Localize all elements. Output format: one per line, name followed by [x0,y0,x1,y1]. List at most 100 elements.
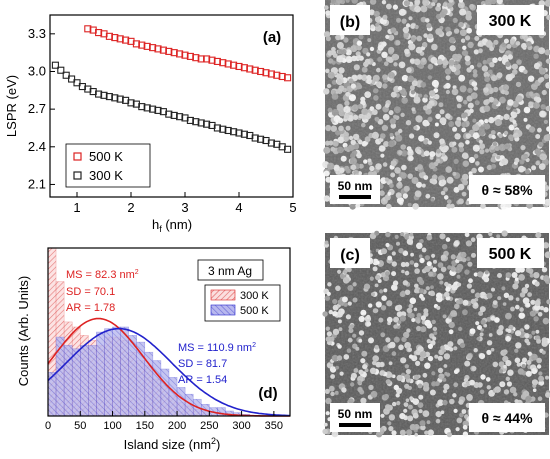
point-500k [219,59,227,67]
point-500k [235,62,243,71]
point-500k [278,72,286,81]
legend-box [65,143,151,188]
scalebar-b-bg [330,175,380,204]
point-500k [122,36,130,44]
legend-label-500k: 500 K [89,149,123,164]
bar-500k [144,351,154,417]
point-300k [170,111,178,119]
point-300k [73,79,81,87]
point-300k [213,124,221,132]
point-500k [262,69,270,77]
plot-d-xtick-label: 0 [45,420,51,432]
point-300k [100,91,108,99]
bar-500k [168,377,178,417]
point-500k [84,25,92,33]
panel-c-label: (c) [340,247,360,264]
point-500k [230,61,238,69]
point-300k [111,94,119,102]
scalebar-b-label: 50 nm [338,179,373,193]
point-500k [149,44,157,52]
stats-300k-ar: AR = 1.78 [66,302,115,314]
temp-c-label: 500 K [489,246,532,263]
point-500k [213,57,221,65]
scalebar-c [339,423,371,427]
coverage-b-label: θ ≈ 58% [481,182,533,198]
stats-500k-ms: MS = 110.9 nm2 [178,342,256,354]
point-500k [284,74,292,82]
point-500k [105,32,113,40]
plot-a-ytick-label: 3.0 [28,63,46,78]
legend-marker-300k [73,171,82,180]
plot-d-xlabel: Island size (nm2) [124,436,221,452]
point-500k [154,45,162,53]
plot-a-ytick-label: 3.3 [28,26,46,41]
point-300k [105,93,113,101]
point-300k [230,128,238,136]
point-500k [240,64,248,72]
plot-d-xtick-label: 300 [232,420,250,432]
point-500k [257,67,265,76]
point-300k [143,104,151,112]
point-300k [149,105,157,113]
bar-500k [63,345,73,417]
scalebar-b [339,195,371,199]
point-500k [246,65,254,73]
bar-500k [88,345,97,417]
annotation-text: 3 nm Ag [208,264,252,278]
point-300k [68,75,76,83]
plot-a-xtick-label: 1 [73,200,80,215]
panel-d-label: (d) [258,385,277,402]
bar-500k [176,387,186,417]
point-500k [176,50,184,58]
point-500k [186,52,194,60]
plot-d-ylabel: Counts (Arb. Units) [16,276,31,387]
point-300k [219,125,227,133]
panel-c-label-bg [330,238,370,268]
point-500k [111,34,119,42]
plot-a-legend: 500 K 300 K [65,143,151,188]
legend-d-label-300k: 300 K [240,290,269,302]
point-500k [165,47,173,55]
bar-500k [112,326,121,417]
point-500k [208,56,216,64]
plot-d-xtick-label: 350 [265,420,283,432]
point-500k [224,60,232,68]
plot-d-xtick-label: 200 [168,420,186,432]
point-500k [170,49,178,57]
plot-a-ytick-label: 2.7 [28,101,46,116]
point-300k [235,129,243,137]
point-500k [181,51,189,59]
plot-a-ylabel: LSPR (eV) [4,75,19,137]
plot-d-xtick-label: 50 [74,420,86,432]
bar-500k [104,328,113,417]
point-500k [267,70,275,78]
temp-b-label: 300 K [489,13,532,30]
point-300k [176,113,184,121]
panel-a: 1 2 3 4 5 2.1 2.4 2.7 3.0 3.3 (a) LSPR (eV) hf (n… [4,14,297,234]
temp-b-bg [477,5,544,35]
bar-500k [71,348,81,417]
bar-500k [96,331,105,417]
point-300k [267,139,275,147]
plot-d-xtick-label: 100 [103,420,121,432]
plot-a-xtick-label: 3 [181,200,188,215]
point-300k [284,145,292,153]
plot-a-ytick-label: 2.1 [28,176,46,191]
plot-d-xtick-label: 150 [136,420,154,432]
panel-a-label: (a) [263,29,281,46]
point-500k [192,54,200,62]
point-300k [257,135,265,143]
annotation-box [197,259,264,281]
point-300k [154,106,162,114]
plot-a-xlabel: hf (nm) [152,217,192,234]
plot-d-frame [47,247,291,417]
scalebar-c-label: 50 nm [338,407,373,421]
micrograph-b: (b) 300 K 50 nm θ ≈ 58% [322,0,550,210]
plot-a-ytick-label: 2.4 [28,139,46,154]
point-500k [138,41,146,49]
point-300k [51,61,59,69]
point-300k [116,95,124,103]
plot-a-ticks: 1 2 3 4 5 2.1 2.4 2.7 3.0 3.3 [28,26,297,215]
stats-500k-sd: SD = 81.7 [178,358,227,370]
point-300k [127,99,135,107]
